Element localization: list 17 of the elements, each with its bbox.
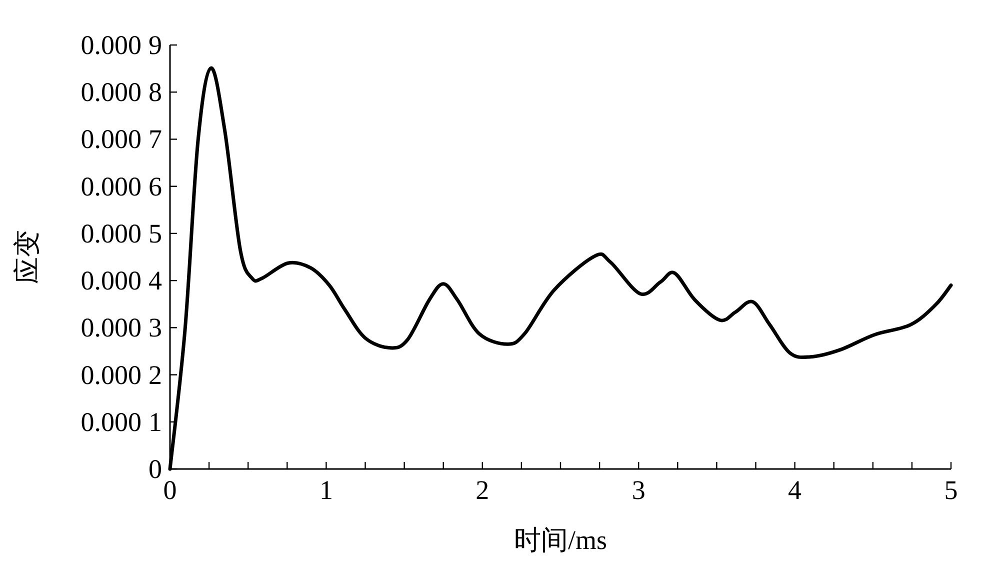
y-tick-label: 0.000 2 [80, 360, 162, 390]
y-tick-label: 0.000 8 [80, 77, 162, 108]
y-tick-label: 0.000 6 [80, 171, 162, 202]
y-tick-label: 0 [148, 454, 162, 484]
x-tick-label: 3 [632, 475, 646, 505]
y-tick-label: 0.000 9 [80, 30, 162, 60]
x-tick-label: 5 [944, 475, 958, 505]
x-tick-label: 1 [319, 475, 333, 505]
x-tick-label: 4 [788, 475, 802, 505]
x-tick-label: 2 [476, 475, 490, 505]
y-tick-label: 0.000 1 [80, 406, 162, 437]
y-tick-label: 0.000 4 [80, 266, 162, 296]
y-axis-title: 应变 [12, 230, 42, 284]
x-axis-title: 时间/ms [514, 525, 608, 555]
y-tick-label: 0.000 5 [80, 218, 162, 248]
y-tick-label: 0.000 7 [80, 124, 162, 154]
y-tick-label: 0.000 3 [80, 312, 162, 343]
